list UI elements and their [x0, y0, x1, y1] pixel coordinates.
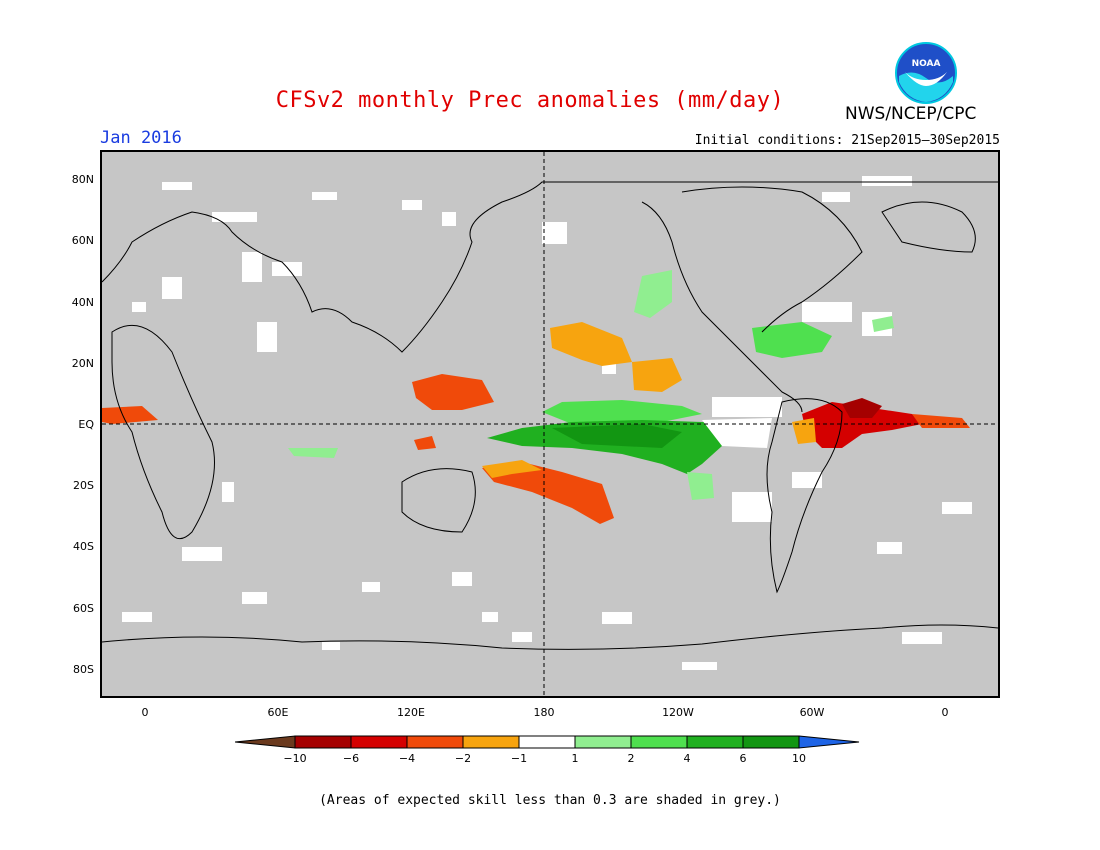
colorbar-cells	[235, 735, 860, 749]
gulf-of-guinea-negative	[102, 406, 158, 424]
colorbar-label: 10	[792, 752, 806, 765]
colorbar-label: −2	[454, 752, 472, 765]
lat-label-40s: 40S	[73, 540, 94, 553]
lon-label-180: 180	[533, 706, 555, 719]
colorbar-cell-4	[462, 735, 520, 749]
map-canvas	[102, 152, 998, 696]
colorbar-label: 4	[683, 752, 691, 765]
lon-label-120w: 120W	[662, 706, 694, 719]
colorbar-cell-above-max	[798, 735, 860, 749]
andes-negative	[792, 418, 816, 444]
colorbar-label: −6	[342, 752, 360, 765]
colorbar-label: −10	[283, 752, 307, 765]
chart-title: CFSv2 monthly Prec anomalies (mm/day)	[275, 88, 785, 113]
lat-label-60n: 60N	[71, 234, 94, 247]
colorbar-label: −1	[510, 752, 528, 765]
lat-label-40n: 40N	[71, 296, 94, 309]
colorbar-label: 1	[571, 752, 579, 765]
pacific-north-band	[542, 400, 702, 424]
colorbar-cell-7	[630, 735, 688, 749]
colorbar-label: 6	[739, 752, 747, 765]
colorbar-cell-below-min	[235, 735, 296, 749]
colorbar-cell-5	[518, 735, 576, 749]
initial-conditions-label: Initial conditions: 21Sep2015–30Sep2015	[694, 133, 1000, 148]
amazon-negative	[802, 402, 922, 448]
lon-label-60e: 60E	[267, 706, 289, 719]
north-pacific-light-positive	[634, 270, 672, 318]
lon-label-0-west: 0	[141, 706, 149, 719]
lat-label-20n: 20N	[71, 357, 94, 370]
anomaly-map	[100, 150, 1000, 698]
pacific-east-neutral	[702, 418, 772, 448]
pacific-south-light-positive	[687, 472, 714, 500]
atlantic-negative	[912, 414, 970, 428]
noaa-logo: NOAA	[895, 42, 957, 104]
lat-label-20s: 20S	[73, 479, 94, 492]
colorbar-cell-8	[686, 735, 744, 749]
lat-label-80n: 80N	[71, 173, 94, 186]
logo-text: NOAA	[912, 59, 941, 69]
indian-ocean-light-positive	[288, 448, 338, 458]
hawaii-negative	[632, 358, 682, 392]
amazon-core-negative	[842, 398, 882, 418]
colorbar-label: −4	[398, 752, 416, 765]
colorbar-label: 2	[627, 752, 635, 765]
agency-label: NWS/NCEP/CPC	[845, 104, 977, 124]
colorbar-cell-3	[406, 735, 464, 749]
gulf-positive	[752, 322, 832, 358]
coastlines	[102, 181, 998, 650]
colorbar-cell-1	[294, 735, 352, 749]
lon-label-0-east: 0	[941, 706, 949, 719]
neutral-anomaly-patches	[122, 176, 972, 670]
colorbar-cell-9	[742, 735, 800, 749]
spcz-negative	[482, 462, 614, 524]
lat-label-eq: EQ	[78, 418, 94, 431]
spcz-margin	[482, 460, 542, 478]
lat-label-60s: 60S	[73, 602, 94, 615]
lat-label-80s: 80S	[73, 663, 94, 676]
atlantic-light-positive	[872, 316, 894, 332]
colorbar-cell-2	[350, 735, 408, 749]
maritime-negative	[414, 436, 436, 450]
valid-month-label: Jan 2016	[100, 128, 182, 148]
colorbar	[235, 735, 860, 749]
lon-label-60w: 60W	[799, 706, 825, 719]
pacific-core-positive	[552, 424, 682, 448]
lon-label-120e: 120E	[397, 706, 425, 719]
philippines-negative	[412, 374, 494, 410]
north-pacific-subtropical-negative	[550, 322, 632, 366]
skill-note: (Areas of expected skill less than 0.3 a…	[319, 793, 781, 808]
colorbar-cell-6	[574, 735, 632, 749]
pacific-equatorial-positive	[487, 420, 762, 474]
